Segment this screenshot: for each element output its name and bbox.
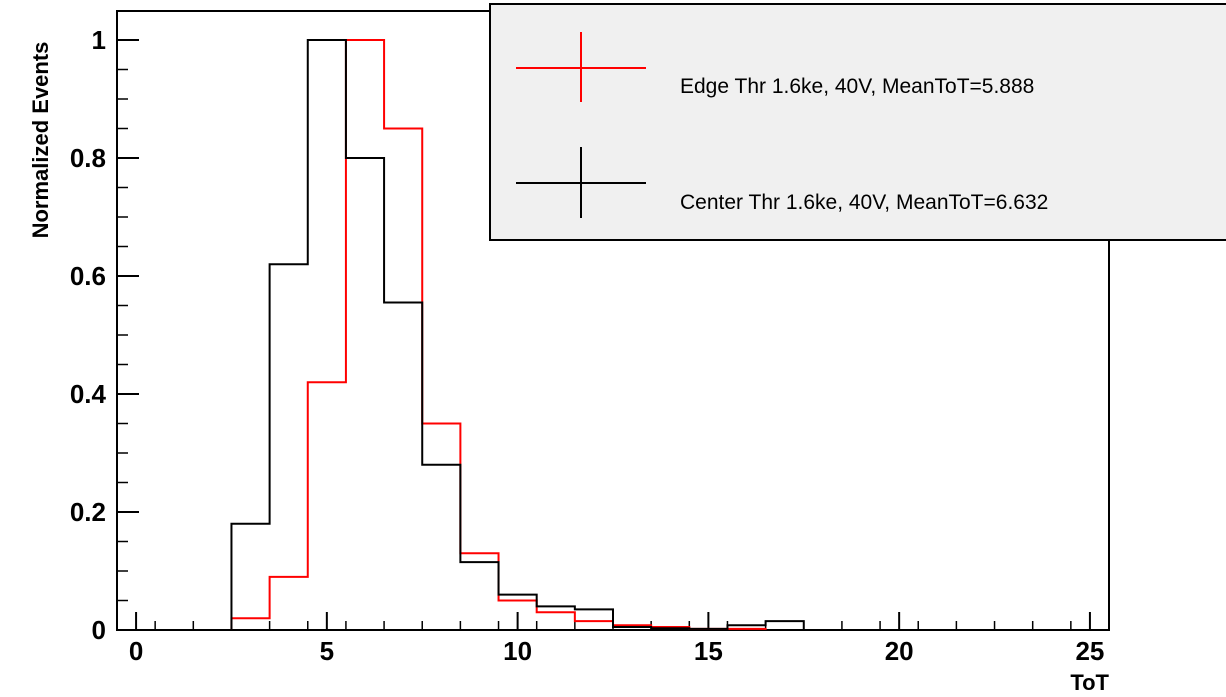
y-tick-labels: 0 0.2 0.4 0.6 0.8 1: [70, 25, 107, 645]
y-tick-label-5: 1: [92, 25, 106, 55]
x-tick-label-4: 20: [885, 636, 914, 666]
legend-box: [489, 3, 1226, 241]
y-tick-label-1: 0.2: [70, 497, 106, 527]
legend-entry-center: Center Thr 1.6ke, 40V, MeanToT=6.632: [516, 147, 1048, 218]
y-axis-title: Normalized Events: [28, 42, 53, 239]
x-tick-label-3: 15: [694, 636, 723, 666]
y-tick-label-4: 0.8: [70, 143, 106, 173]
legend-entry-edge: Edge Thr 1.6ke, 40V, MeanToT=5.888: [516, 32, 1034, 102]
legend-label-center: Center Thr 1.6ke, 40V, MeanToT=6.632: [680, 191, 1048, 214]
y-tick-label-0: 0: [92, 615, 106, 645]
x-tick-labels: 0 5 10 15 20 25: [129, 636, 1105, 666]
x-tick-label-5: 25: [1075, 636, 1104, 666]
series-line-0: [230, 39, 767, 630]
legend: Edge Thr 1.6ke, 40V, MeanToT=5.888 Cente…: [489, 3, 1226, 241]
y-tick-label-3: 0.6: [70, 261, 106, 291]
series-line-1: [230, 39, 805, 630]
x-tick-label-1: 5: [320, 636, 334, 666]
x-tick-label-2: 10: [503, 636, 532, 666]
legend-label-edge: Edge Thr 1.6ke, 40V, MeanToT=5.888: [680, 75, 1034, 98]
x-tick-label-0: 0: [129, 636, 143, 666]
series-group: [230, 39, 805, 630]
y-tick-label-2: 0.4: [70, 379, 107, 409]
x-axis-title: ToT: [1070, 670, 1109, 695]
